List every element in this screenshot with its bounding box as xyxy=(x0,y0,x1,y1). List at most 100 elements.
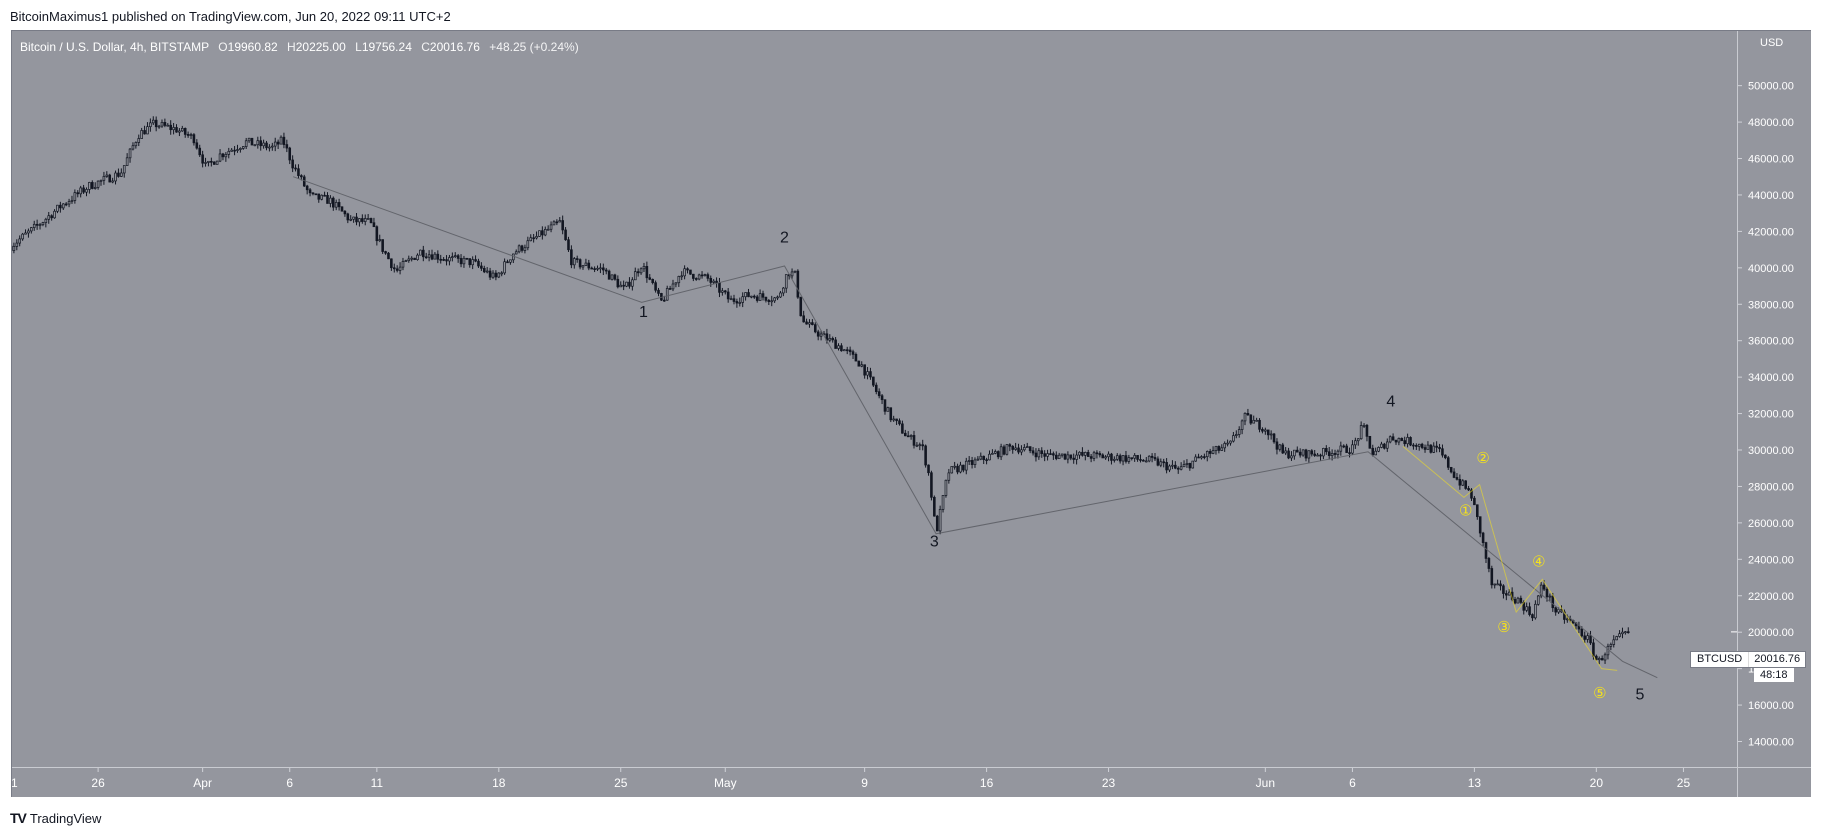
candle-body xyxy=(151,119,155,124)
candle-body xyxy=(1278,444,1282,450)
candle-body xyxy=(1235,434,1238,436)
candle-body xyxy=(1470,489,1473,499)
candle-body xyxy=(1415,445,1418,447)
candle-body xyxy=(729,298,733,301)
candle-body xyxy=(169,124,172,131)
candle-body xyxy=(1566,618,1569,621)
candle-body xyxy=(1185,463,1189,465)
candle-body xyxy=(352,216,355,220)
candle-body xyxy=(125,157,129,166)
candle-body xyxy=(355,216,358,223)
candle-body xyxy=(160,121,164,127)
candle-body xyxy=(1127,457,1131,462)
candle-body xyxy=(128,148,132,159)
candle-body xyxy=(973,459,977,465)
time-tick-label: Apr xyxy=(193,776,212,790)
candle-body xyxy=(886,407,890,412)
price-tick-label: 36000.00 xyxy=(1748,336,1794,348)
candle-body xyxy=(96,180,100,188)
candle-body xyxy=(1293,449,1296,457)
candle-body xyxy=(1397,438,1401,443)
price-tick-label: 32000.00 xyxy=(1748,409,1794,421)
price-chart-svg: 1 2 3 4 5 ① ② ③ ④ ⑤ xyxy=(12,116,1737,704)
candle-body xyxy=(282,136,286,145)
price-axis[interactable]: 14000.0016000.0018000.0020000.0022000.00… xyxy=(1737,31,1811,767)
candle-body xyxy=(779,292,782,298)
candle-body xyxy=(117,172,120,177)
candle-body xyxy=(99,179,103,182)
candle-body xyxy=(79,187,82,195)
candle-body xyxy=(1455,477,1459,480)
candle-body xyxy=(1391,436,1395,441)
candle-body xyxy=(195,142,199,149)
candle-body xyxy=(636,271,640,274)
candle-body xyxy=(1028,446,1032,452)
candle-body xyxy=(32,223,36,228)
candle-body xyxy=(799,296,803,317)
candle-body xyxy=(657,289,660,294)
candle-body xyxy=(892,418,895,421)
candle-body xyxy=(111,180,114,183)
candle-body xyxy=(964,460,968,471)
candle-body xyxy=(1258,419,1261,430)
candle-body xyxy=(616,278,620,288)
candle-body xyxy=(906,435,910,438)
candle-body xyxy=(1243,412,1247,422)
candle-body xyxy=(927,464,930,474)
candle-body xyxy=(1046,453,1049,457)
candle-body xyxy=(363,218,367,222)
candle-body xyxy=(1165,462,1168,471)
candle-body xyxy=(520,245,524,251)
candle-body xyxy=(1298,451,1302,456)
candle-body xyxy=(1269,433,1273,436)
candle-body xyxy=(468,258,472,266)
candle-body xyxy=(546,228,550,231)
candle-body xyxy=(1551,595,1555,609)
candle-body xyxy=(1345,445,1348,453)
time-tick-label: 6 xyxy=(1349,776,1356,790)
candle-body xyxy=(157,125,161,128)
candle-body xyxy=(1412,444,1415,447)
candle-body xyxy=(390,258,393,269)
candle-body xyxy=(549,224,553,230)
candle-body xyxy=(82,187,85,193)
symbol-description[interactable]: Bitcoin / U.S. Dollar, 4h, BITSTAMP xyxy=(20,40,209,54)
candle-body xyxy=(1174,464,1177,469)
candle-body xyxy=(898,420,901,425)
candle-body xyxy=(1060,453,1064,456)
candle-body xyxy=(1441,448,1444,456)
price-tick-label: 24000.00 xyxy=(1748,554,1794,566)
wave-label: 4 xyxy=(1386,393,1395,410)
candle-body xyxy=(1162,461,1166,464)
candle-body xyxy=(1113,458,1116,461)
candle-body xyxy=(758,293,762,301)
candle-body xyxy=(1600,658,1604,661)
candle-body xyxy=(1005,444,1009,455)
candle-body xyxy=(1388,436,1392,443)
candle-body xyxy=(70,200,74,202)
plot-area[interactable]: 1 2 3 4 5 ① ② ③ ④ ⑤ Bitcoin / U.S. Dollar, 4h, BI… xyxy=(12,31,1737,767)
candle-body xyxy=(572,258,576,266)
candle-body xyxy=(596,267,599,270)
candle-body xyxy=(424,256,428,259)
candle-body xyxy=(703,274,707,276)
candle-body xyxy=(1121,455,1125,462)
candle-body xyxy=(1232,435,1235,442)
time-tick-label: 23 xyxy=(1102,776,1116,790)
candle-body xyxy=(384,251,387,254)
candle-body xyxy=(1095,452,1099,455)
last-price-tag: BTCUSD 20016.76 xyxy=(1690,651,1807,668)
candle-body xyxy=(1516,597,1520,604)
candle-body xyxy=(1589,635,1592,644)
candle-body xyxy=(1554,607,1557,613)
time-axis[interactable]: 21 26 Apr 6 11 18 25 May 9 16 23 Jun 6 13 20 25 xyxy=(12,767,1737,797)
candle-body xyxy=(1612,639,1616,645)
candle-body xyxy=(183,128,187,135)
footer-brand[interactable]: TV TradingView xyxy=(10,810,101,826)
candle-body xyxy=(1031,450,1035,454)
candle-body xyxy=(480,265,483,269)
candle-body xyxy=(1017,447,1020,453)
candle-body xyxy=(300,175,303,178)
candle-body xyxy=(1205,451,1209,458)
candle-body xyxy=(1240,420,1244,430)
